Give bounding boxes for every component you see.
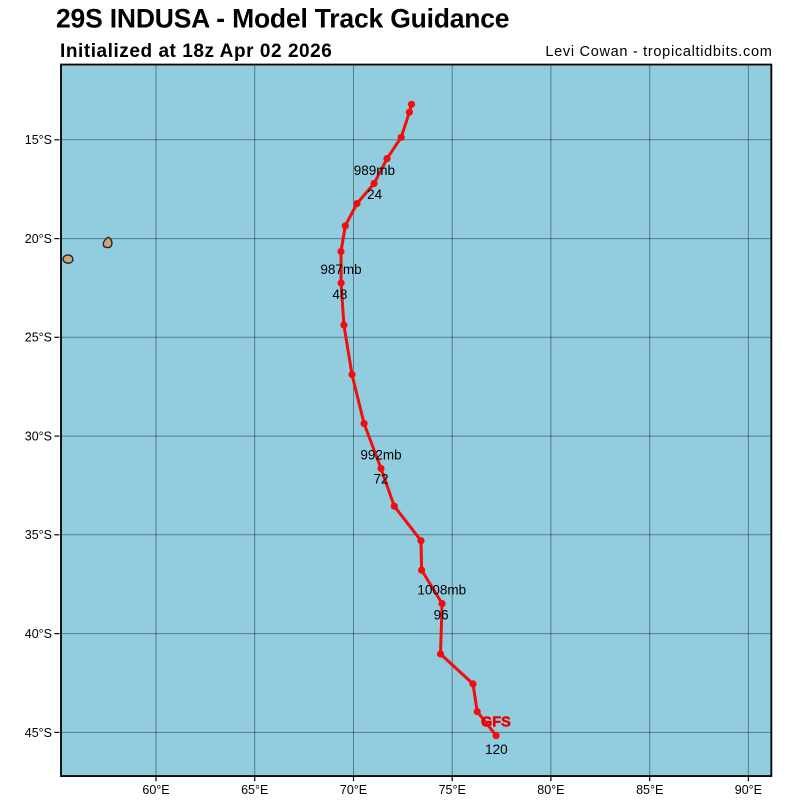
- svg-text:90°E: 90°E: [735, 783, 762, 797]
- svg-text:70°E: 70°E: [340, 783, 367, 797]
- svg-text:60°E: 60°E: [142, 783, 169, 797]
- svg-text:48: 48: [332, 287, 347, 302]
- svg-text:29S INDUSA - Model Track Guida: 29S INDUSA - Model Track Guidance: [56, 4, 509, 34]
- svg-text:96: 96: [434, 607, 449, 622]
- svg-text:1008mb: 1008mb: [417, 582, 466, 597]
- svg-text:992mb: 992mb: [360, 447, 401, 462]
- svg-text:GFS: GFS: [481, 714, 511, 730]
- svg-text:25°S: 25°S: [25, 331, 52, 345]
- svg-text:85°E: 85°E: [636, 783, 663, 797]
- svg-text:120: 120: [485, 742, 508, 757]
- svg-text:75°E: 75°E: [439, 783, 466, 797]
- svg-text:40°S: 40°S: [25, 627, 52, 641]
- svg-text:80°E: 80°E: [537, 783, 564, 797]
- svg-text:35°S: 35°S: [25, 528, 52, 542]
- svg-text:20°S: 20°S: [25, 232, 52, 246]
- svg-text:72: 72: [373, 471, 388, 486]
- svg-text:30°S: 30°S: [25, 430, 52, 444]
- svg-text:987mb: 987mb: [320, 262, 361, 277]
- svg-text:989mb: 989mb: [354, 163, 395, 178]
- svg-text:15°S: 15°S: [25, 133, 52, 147]
- svg-text:45°S: 45°S: [25, 726, 52, 740]
- svg-text:Levi Cowan - tropicaltidbits.c: Levi Cowan - tropicaltidbits.com: [545, 44, 772, 60]
- svg-text:24: 24: [367, 187, 383, 202]
- svg-text:Initialized at 18z Apr 02 2026: Initialized at 18z Apr 02 2026: [60, 41, 332, 62]
- svg-text:65°E: 65°E: [241, 783, 268, 797]
